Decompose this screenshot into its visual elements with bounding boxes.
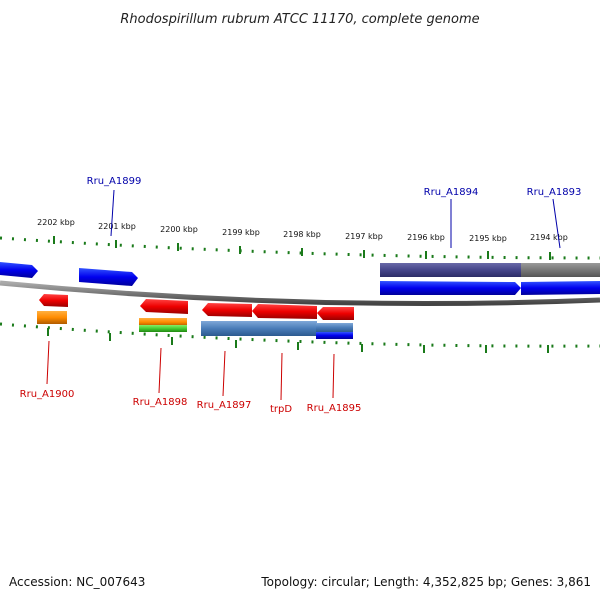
gene-feature[interactable] <box>79 268 138 286</box>
genome-backbone <box>0 280 600 307</box>
label-leader <box>222 350 226 397</box>
gene-feature[interactable] <box>380 281 521 295</box>
lower-major-ticks <box>47 328 549 353</box>
gene-feature[interactable] <box>521 263 600 277</box>
forward-strand-features <box>0 262 600 295</box>
genome-summary-text: Topology: circular; Length: 4,352,825 bp… <box>260 575 591 589</box>
tick-label: 2200 kbp <box>160 225 198 234</box>
tick-label: 2198 kbp <box>283 230 321 239</box>
gene-feature[interactable] <box>139 318 187 326</box>
gene-feature[interactable] <box>140 299 188 314</box>
gene-feature[interactable] <box>316 323 353 332</box>
map-title: Rhodospirillum rubrum ATCC 11170, comple… <box>120 12 479 27</box>
gene-label-rru-a1897[interactable]: Rru_A1897 <box>197 400 252 411</box>
upper-major-ticks <box>53 236 551 260</box>
gene-feature[interactable] <box>316 332 353 339</box>
tick-label: 2197 kbp <box>345 232 383 241</box>
tick-label: 2194 kbp <box>530 233 568 242</box>
gene-label-rru-a1898[interactable]: Rru_A1898 <box>133 397 188 408</box>
gene-feature[interactable] <box>380 263 521 277</box>
lower-tick-dots <box>0 322 600 348</box>
gene-label-rru-a1895[interactable]: Rru_A1895 <box>307 403 362 414</box>
gene-feature[interactable] <box>521 281 600 295</box>
accession-text: Accession: NC_007643 <box>9 575 145 589</box>
gene-label-rru-a1900[interactable]: Rru_A1900 <box>20 389 75 400</box>
bottom-gene-labels: Rru_A1900 Rru_A1898 Rru_A1897 trpD Rru_A… <box>20 340 362 415</box>
gene-feature[interactable] <box>39 294 68 307</box>
gene-feature[interactable] <box>317 307 354 320</box>
gene-feature[interactable] <box>201 321 317 336</box>
label-leader <box>332 353 335 399</box>
tick-label: 2196 kbp <box>407 233 445 242</box>
label-leader <box>158 347 162 394</box>
tick-label: 2202 kbp <box>37 218 75 227</box>
gene-label-trpd[interactable]: trpD <box>270 404 292 415</box>
top-gene-labels: Rru_A1899 Rru_A1894 Rru_A1893 <box>87 176 582 249</box>
gene-label-rru-a1899[interactable]: Rru_A1899 <box>87 176 142 187</box>
label-leader <box>552 198 561 249</box>
ruler-tick-labels: 2202 kbp 2201 kbp 2200 kbp 2199 kbp 2198… <box>37 218 568 243</box>
gene-label-rru-a1894[interactable]: Rru_A1894 <box>424 187 479 198</box>
tick-label: 2199 kbp <box>222 228 260 237</box>
gene-feature[interactable] <box>139 325 187 332</box>
gene-feature[interactable] <box>252 304 317 319</box>
upper-tick-dots <box>0 236 600 260</box>
reverse-strand-features <box>37 294 354 339</box>
tick-label: 2201 kbp <box>98 222 136 231</box>
label-leader <box>280 352 283 401</box>
label-leader <box>110 189 115 237</box>
gene-feature[interactable] <box>37 311 67 324</box>
tick-label: 2195 kbp <box>469 234 507 243</box>
gene-feature[interactable] <box>202 303 252 317</box>
label-leader <box>46 340 50 385</box>
gene-feature[interactable] <box>0 262 38 278</box>
gene-label-rru-a1893[interactable]: Rru_A1893 <box>527 187 582 198</box>
